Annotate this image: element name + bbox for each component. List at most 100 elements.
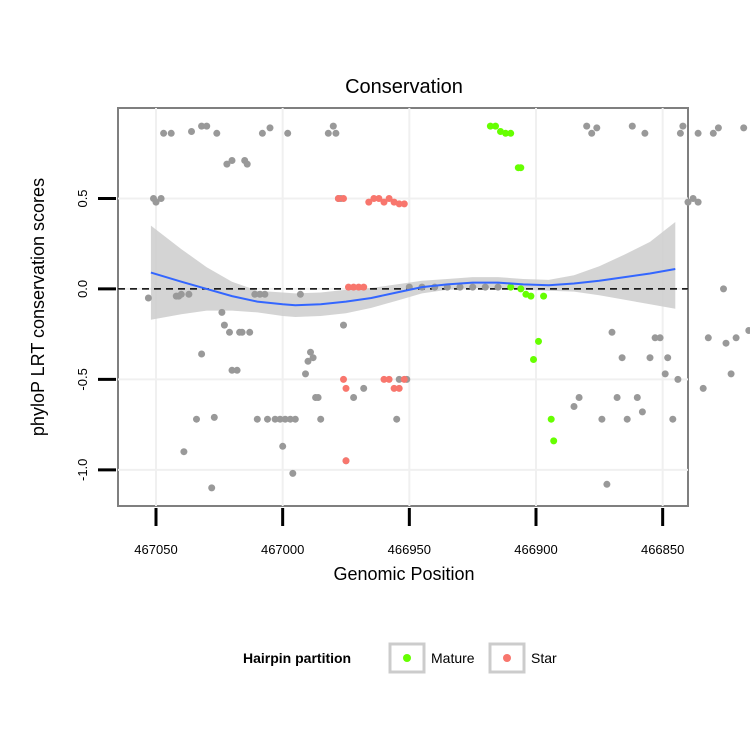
confidence-band <box>150 222 676 320</box>
point-other-78 <box>593 124 601 132</box>
point-other-12 <box>193 415 200 423</box>
point-other-90 <box>651 334 659 342</box>
legend-label-star: Star <box>531 650 557 666</box>
legend: Hairpin partition Mature Star <box>243 642 557 674</box>
point-other-82 <box>613 394 621 401</box>
point-star-7 <box>370 195 378 202</box>
point-star-20 <box>342 457 350 465</box>
point-other-100 <box>694 198 702 206</box>
point-other-24 <box>228 366 236 374</box>
point-other-104 <box>709 129 717 137</box>
point-star-1 <box>340 195 347 202</box>
point-other-63 <box>393 415 401 423</box>
point-other-29 <box>243 160 251 168</box>
point-other-107 <box>722 339 730 347</box>
point-other-62 <box>360 384 368 392</box>
point-other-93 <box>664 354 672 362</box>
point-other-110 <box>740 124 748 132</box>
point-other-61 <box>350 394 358 401</box>
point-star-0 <box>334 195 342 202</box>
plot-panel <box>117 107 750 507</box>
point-star-17 <box>385 375 393 383</box>
point-other-46 <box>296 290 304 298</box>
point-other-36 <box>264 415 271 423</box>
x-tick-label-4: 466850 <box>641 542 684 557</box>
point-other-37 <box>266 124 274 132</box>
point-other-73 <box>494 283 502 291</box>
point-other-52 <box>314 394 322 401</box>
confidence-band-layer <box>150 222 676 320</box>
point-other-64 <box>395 375 403 383</box>
point-other-105 <box>714 124 722 132</box>
point-star-2 <box>345 283 352 291</box>
point-mature-10 <box>527 292 535 300</box>
smooth-line <box>150 268 676 307</box>
point-other-87 <box>638 408 646 416</box>
point-other-48 <box>304 357 312 365</box>
point-other-47 <box>302 370 309 378</box>
point-star-21 <box>400 375 408 383</box>
point-other-42 <box>284 129 292 137</box>
grid-lines <box>118 108 688 506</box>
point-other-17 <box>210 413 218 421</box>
point-other-59 <box>340 321 347 329</box>
legend-title: Hairpin partition <box>243 650 351 666</box>
point-other-38 <box>271 415 279 423</box>
point-other-99 <box>689 195 697 202</box>
point-other-96 <box>676 129 684 137</box>
point-mature-4 <box>507 129 515 137</box>
point-other-91 <box>656 334 664 342</box>
x-tick-label-1: 467000 <box>261 542 304 557</box>
x-tick-label-2: 466950 <box>388 542 431 557</box>
point-other-49 <box>307 348 314 356</box>
point-other-45 <box>291 415 299 423</box>
x-axis-title: Genomic Position <box>333 564 474 584</box>
point-other-35 <box>261 290 269 298</box>
points-layer <box>144 122 750 492</box>
y-tick-label-0: -1.0 <box>75 459 90 481</box>
point-mature-0 <box>486 122 494 130</box>
point-star-9 <box>380 198 388 206</box>
point-other-83 <box>618 354 626 362</box>
point-other-33 <box>256 290 264 298</box>
point-other-97 <box>679 122 687 130</box>
point-mature-14 <box>547 415 555 423</box>
point-other-14 <box>203 122 211 130</box>
point-other-108 <box>727 370 735 378</box>
y-tick-label-3: 0.5 <box>75 189 90 207</box>
point-star-14 <box>340 375 347 383</box>
point-other-75 <box>575 394 583 401</box>
point-star-6 <box>365 198 373 206</box>
point-mature-12 <box>535 337 542 345</box>
point-mature-3 <box>502 129 510 137</box>
y-axis-title: phyloP LRT conservation scores <box>28 178 48 436</box>
point-mature-8 <box>517 285 525 293</box>
point-mature-7 <box>507 283 515 291</box>
y-tick-label-2: 0.0 <box>75 280 90 298</box>
point-other-21 <box>223 160 231 168</box>
legend-key-star-dot <box>503 654 511 662</box>
point-other-13 <box>198 122 206 130</box>
smooth-line-layer <box>150 268 676 307</box>
point-other-5 <box>167 129 175 137</box>
y-tick-label-1: -0.5 <box>75 368 90 390</box>
point-other-27 <box>238 328 246 336</box>
point-other-9 <box>175 292 183 300</box>
x-axis: 467050 467000 466950 466900 466850 <box>134 508 684 557</box>
point-other-70 <box>456 283 464 291</box>
point-other-94 <box>669 415 677 423</box>
point-other-111 <box>745 327 750 334</box>
point-other-43 <box>286 415 294 423</box>
point-other-2 <box>152 198 160 206</box>
point-other-56 <box>332 129 340 137</box>
point-other-89 <box>646 354 654 362</box>
point-other-11 <box>188 128 195 135</box>
point-star-19 <box>395 384 403 392</box>
point-other-103 <box>704 334 712 342</box>
point-mature-1 <box>492 122 499 130</box>
point-mature-6 <box>517 164 525 172</box>
point-other-95 <box>674 375 682 383</box>
point-other-15 <box>198 350 206 358</box>
point-other-79 <box>598 415 606 423</box>
